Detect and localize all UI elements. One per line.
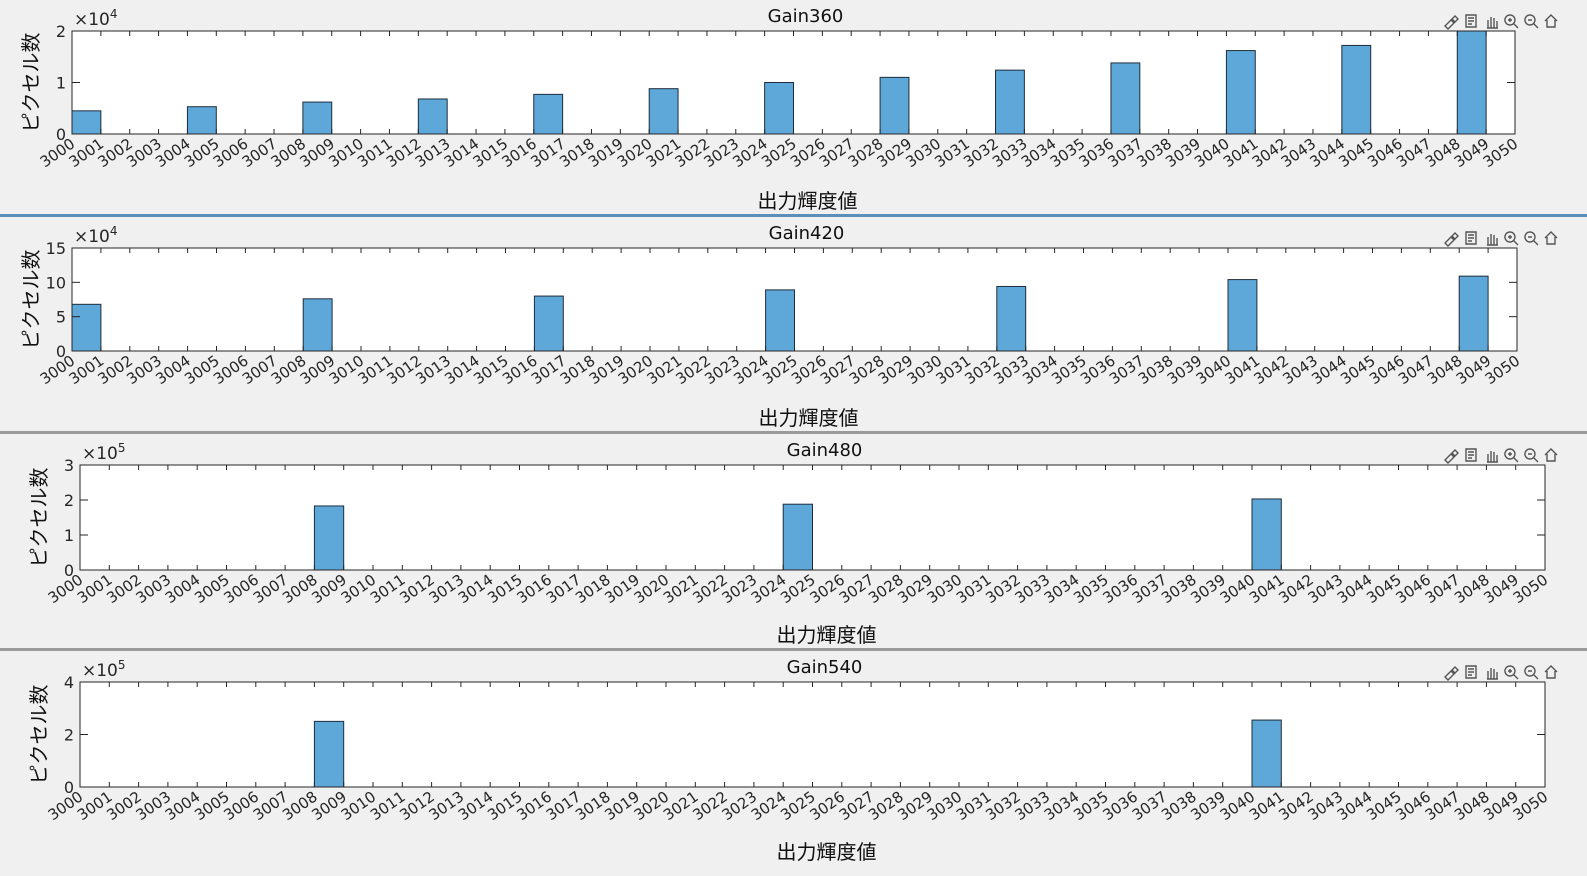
- pan-icon[interactable]: [1482, 12, 1500, 30]
- y-tick-label: 4: [64, 673, 74, 692]
- panel-separator: [0, 648, 1587, 651]
- chart-svg: 3000300130023003300430053006300730083009…: [27, 657, 1552, 864]
- brush-icon[interactable]: [1442, 12, 1460, 30]
- y-tick-label: 15: [46, 239, 66, 258]
- bar-3012[interactable]: [417, 98, 448, 135]
- x-axis-label: 出力輝度値: [777, 623, 877, 647]
- zoom-out-icon[interactable]: [1522, 229, 1540, 247]
- bar-3008[interactable]: [313, 505, 345, 571]
- bar-3036[interactable]: [1110, 62, 1141, 135]
- zoom-in-icon[interactable]: [1502, 446, 1520, 464]
- y-axis-label: ピクセル数: [19, 33, 43, 133]
- chart-panel-4: 3000 3001 3002 3003 3004 3005 3006 3007 3008 3009…: [0, 651, 1587, 866]
- datatip-icon[interactable]: [1462, 229, 1480, 247]
- y-axis-label: ピクセル数: [27, 468, 51, 568]
- bar-3032[interactable]: [996, 285, 1027, 352]
- bar-3040[interactable]: [1227, 279, 1258, 352]
- x-tick-label: 3050: [1510, 788, 1552, 825]
- bar-3040[interactable]: [1251, 498, 1282, 571]
- bar-3008[interactable]: [302, 298, 333, 352]
- y-tick-label: 0: [64, 778, 74, 797]
- pan-icon[interactable]: [1482, 663, 1500, 681]
- y-tick-label: 1: [56, 74, 66, 93]
- x-axis-label: 出力輝度値: [759, 406, 859, 430]
- zoom-in-icon[interactable]: [1502, 663, 1520, 681]
- chart-title: Gain480: [787, 440, 863, 461]
- bar-3048[interactable]: [1456, 30, 1487, 135]
- zoom-out-icon[interactable]: [1522, 446, 1540, 464]
- bar-3000[interactable]: [71, 110, 102, 135]
- home-icon[interactable]: [1542, 663, 1560, 681]
- y-tick-label: 10: [46, 273, 66, 292]
- axes-toolbar: [1442, 12, 1560, 30]
- y-exponent-label: ×104: [74, 224, 118, 247]
- chart-title: Gain420: [769, 223, 845, 244]
- axes-toolbar: [1442, 229, 1560, 247]
- datatip-icon[interactable]: [1462, 12, 1480, 30]
- panel-separator: [0, 214, 1587, 217]
- y-tick-label: 3: [64, 456, 74, 475]
- bar-3032[interactable]: [995, 69, 1025, 135]
- panel-separator: [0, 431, 1587, 434]
- bar-3004[interactable]: [186, 106, 217, 135]
- bar-3000[interactable]: [71, 303, 102, 352]
- chart-title: Gain540: [787, 657, 863, 678]
- y-exponent-label: ×105: [82, 441, 126, 464]
- bar-3040[interactable]: [1251, 719, 1282, 788]
- brush-icon[interactable]: [1442, 229, 1460, 247]
- y-tick-label: 0: [56, 342, 66, 361]
- x-tick-label: 3050: [1510, 571, 1552, 608]
- y-tick-label: 2: [56, 22, 66, 41]
- y-exponent-label: ×105: [82, 658, 126, 681]
- chart-svg: 3000300130023003300430053006300730083009…: [19, 223, 1523, 430]
- y-tick-label: 2: [64, 491, 74, 510]
- x-axis-label: 出力輝度値: [777, 840, 877, 864]
- bar-3040[interactable]: [1225, 50, 1256, 135]
- y-tick-label: 5: [56, 308, 66, 327]
- bar-3024[interactable]: [765, 289, 795, 352]
- bar-3008[interactable]: [302, 101, 333, 135]
- zoom-in-icon[interactable]: [1502, 229, 1520, 247]
- chart-panel-1: 3000 3001 3002 3003 3004 3005 3006 3007 3008 3009…: [0, 0, 1587, 215]
- axes-toolbar: [1442, 446, 1560, 464]
- y-axis-label: ピクセル数: [19, 250, 43, 350]
- zoom-out-icon[interactable]: [1522, 12, 1540, 30]
- zoom-out-icon[interactable]: [1522, 663, 1540, 681]
- y-exponent-label: ×104: [74, 7, 118, 30]
- y-axis-label: ピクセル数: [27, 685, 51, 785]
- bar-3024[interactable]: [782, 503, 814, 571]
- y-tick-label: 0: [56, 125, 66, 144]
- y-tick-label: 0: [64, 561, 74, 580]
- bar-3024[interactable]: [764, 82, 795, 135]
- axes-toolbar: [1442, 663, 1560, 681]
- chart-panel-2: 3000 3001 3002 3003 3004 3005 3006 3007 3008 3009…: [0, 217, 1587, 432]
- chart-title: Gain360: [768, 6, 844, 27]
- zoom-in-icon[interactable]: [1502, 12, 1520, 30]
- chart-svg: 3000300130023003300430053006300730083009…: [19, 6, 1521, 213]
- chart-panel-3: 3000 3001 3002 3003 3004 3005 3006 3007 3008 3009…: [0, 434, 1587, 649]
- brush-icon[interactable]: [1442, 663, 1460, 681]
- bar-3044[interactable]: [1341, 44, 1372, 135]
- bar-3016[interactable]: [533, 295, 564, 352]
- chart-svg: 3000300130023003300430053006300730083009…: [27, 440, 1552, 647]
- y-tick-label: 1: [64, 526, 74, 545]
- plot-area: [80, 682, 1545, 787]
- x-axis-label: 出力輝度値: [758, 189, 858, 213]
- brush-icon[interactable]: [1442, 446, 1460, 464]
- home-icon[interactable]: [1542, 446, 1560, 464]
- bar-3008[interactable]: [313, 720, 345, 788]
- bar-3016[interactable]: [533, 93, 564, 135]
- bar-3048[interactable]: [1458, 275, 1489, 352]
- bar-3020[interactable]: [648, 88, 679, 135]
- datatip-icon[interactable]: [1462, 446, 1480, 464]
- bar-3028[interactable]: [879, 76, 910, 135]
- y-tick-label: 2: [64, 726, 74, 745]
- home-icon[interactable]: [1542, 229, 1560, 247]
- pan-icon[interactable]: [1482, 446, 1500, 464]
- home-icon[interactable]: [1542, 12, 1560, 30]
- datatip-icon[interactable]: [1462, 663, 1480, 681]
- pan-icon[interactable]: [1482, 229, 1500, 247]
